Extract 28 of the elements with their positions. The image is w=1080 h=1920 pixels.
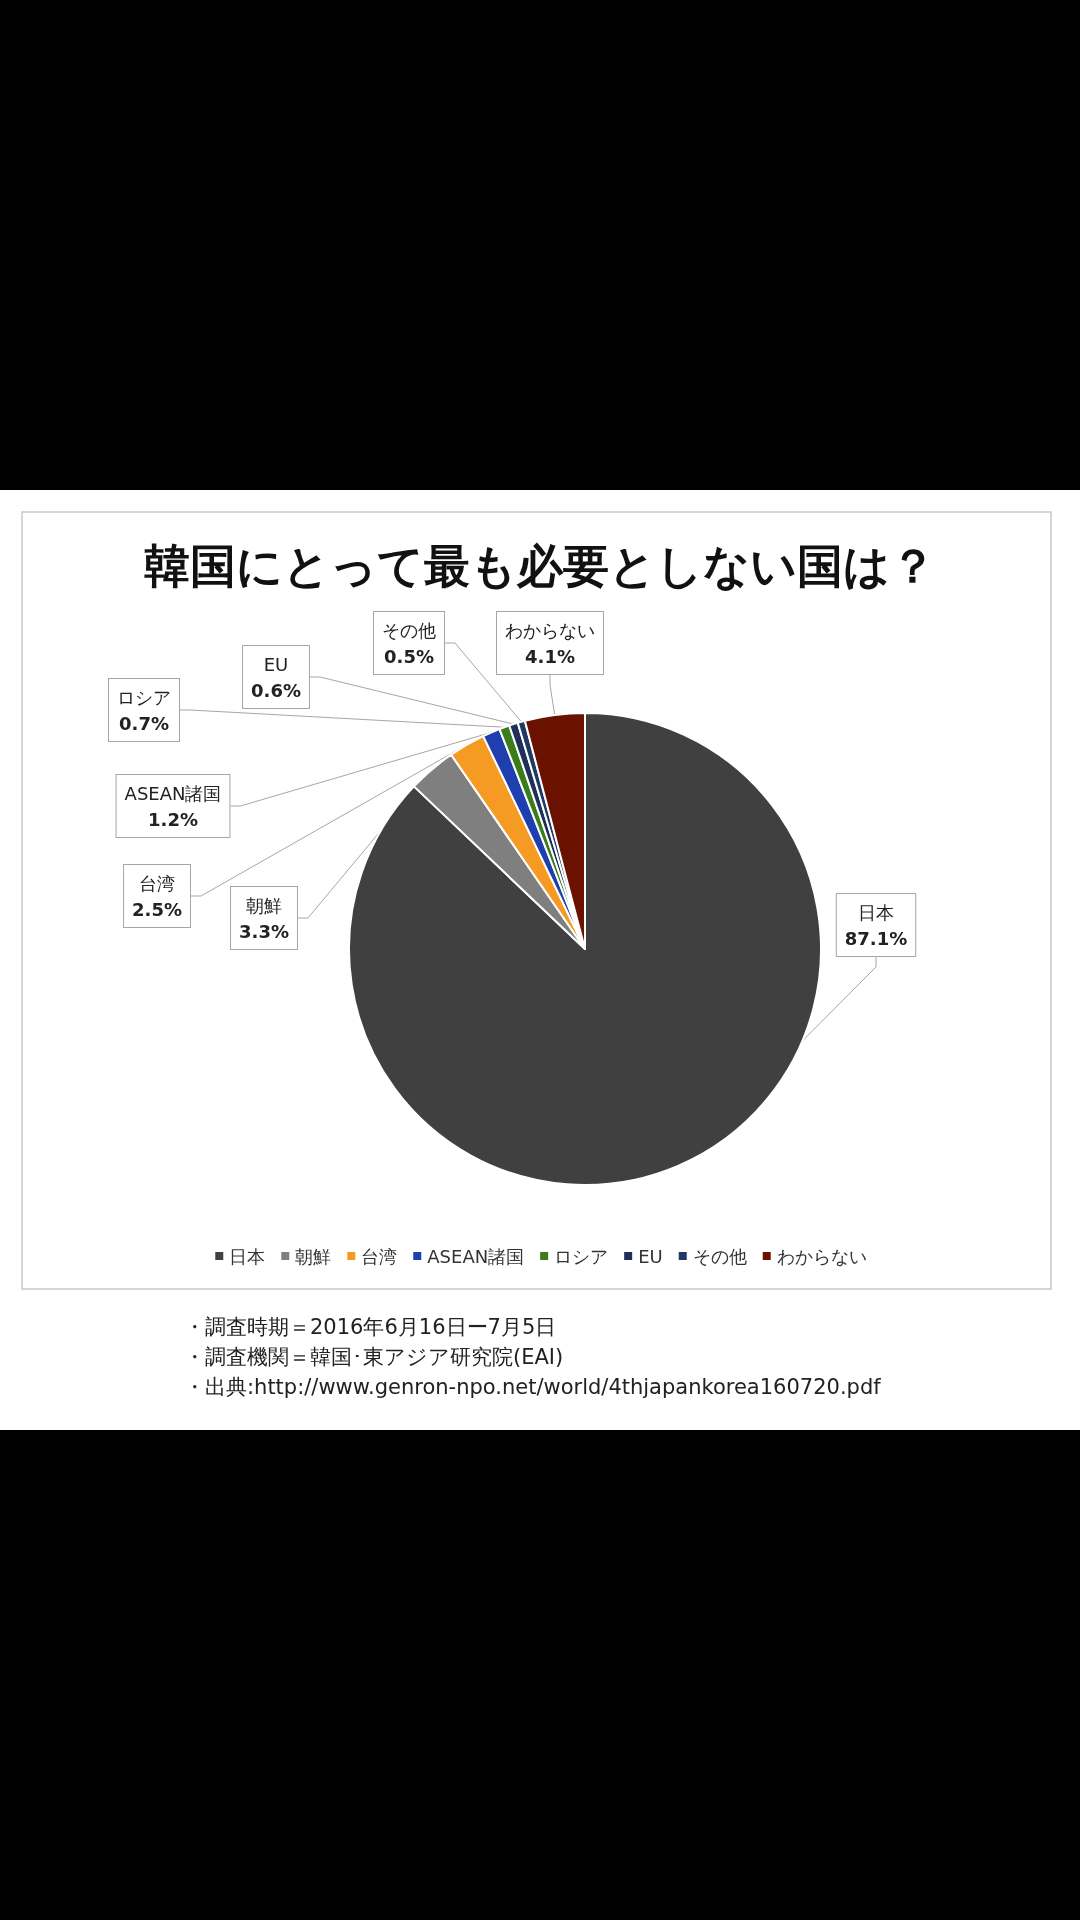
text: ・出典:http://www.genron-npo.net/world/4thjapankorea160720.pdf (184, 1374, 882, 1399)
data-label: 0.7% (119, 712, 169, 734)
slice-label: 台湾 (139, 872, 175, 894)
text: ・調査機関＝韓国･東アジア研究院(EAI) (184, 1344, 564, 1369)
chart-title: 韓国にとって最も必要としない国は？ (144, 539, 936, 593)
slice-label: ASEAN諸国 (124, 782, 222, 804)
data-label: 0.6% (251, 679, 301, 701)
text: ・調査時期＝2016年6月16日ー7月5日 (184, 1314, 557, 1339)
slice-label: その他 (382, 619, 436, 641)
legend-label: 日本 (229, 1245, 266, 1267)
data-label: 2.5% (132, 898, 182, 920)
legend-label: ASEAN諸国 (427, 1245, 525, 1267)
legend-label: ロシア (554, 1245, 609, 1267)
legend-label: 台湾 (361, 1245, 398, 1267)
legend-label: EU (638, 1245, 663, 1267)
data-label: 0.5% (384, 645, 434, 667)
data-label: 1.2% (148, 808, 198, 830)
data-label: 87.1% (844, 927, 908, 949)
slice-label: わからない (505, 619, 595, 641)
slice-label: EU (263, 653, 289, 675)
data-label: 4.1% (525, 645, 575, 667)
legend-label: その他 (692, 1245, 747, 1267)
legend-label: 朝鮮 (295, 1245, 332, 1267)
data-label: 3.3% (239, 920, 289, 942)
legend-label: わからない (776, 1245, 867, 1267)
slice-label: ロシア (117, 686, 171, 708)
slice-label: 日本 (858, 901, 894, 923)
slice-label: 朝鮮 (246, 894, 282, 916)
